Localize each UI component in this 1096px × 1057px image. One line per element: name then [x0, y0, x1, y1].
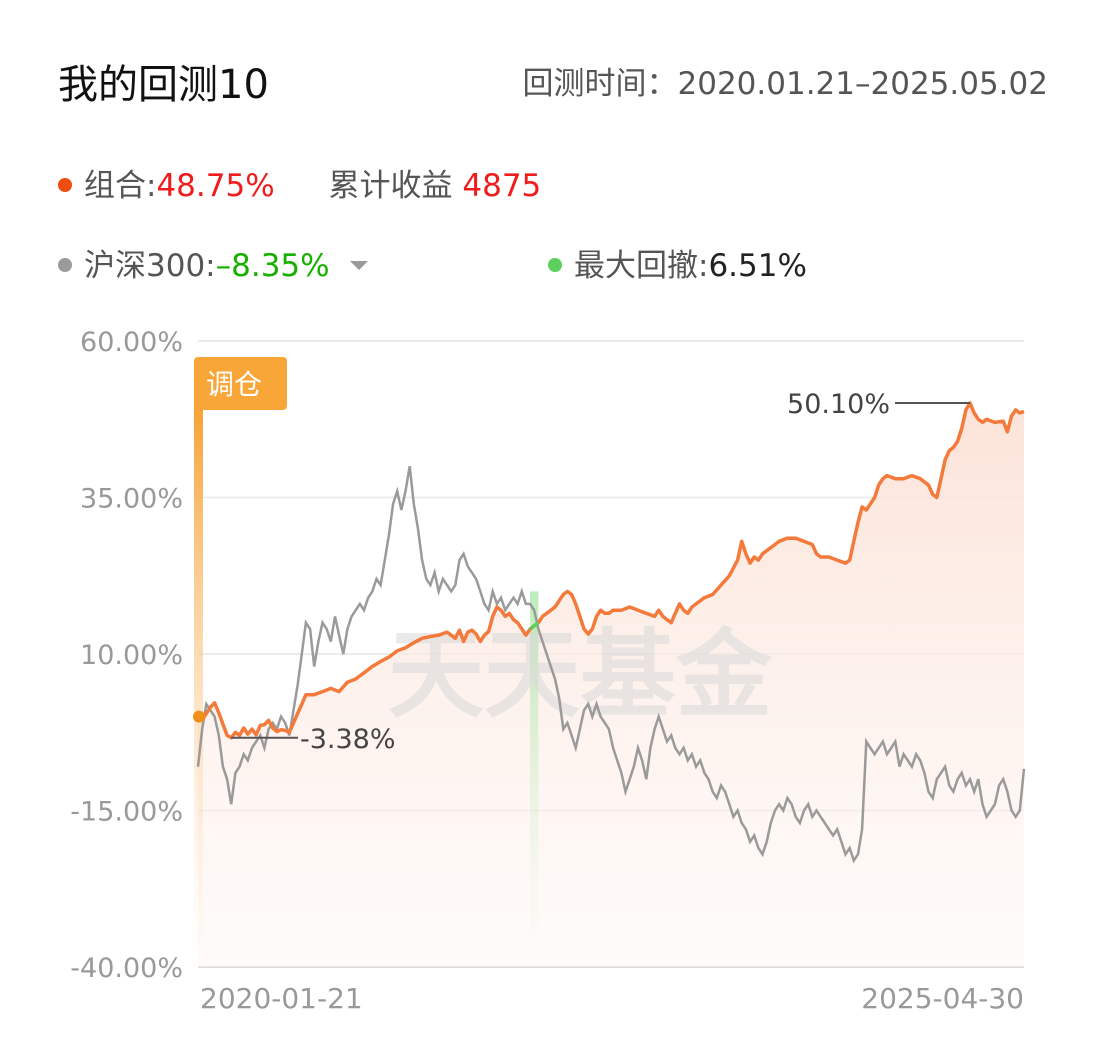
rebalance-tag[interactable]: 调仓: [194, 357, 287, 410]
y-tick-label: 35.00%: [80, 484, 183, 515]
chevron-down-icon[interactable]: [349, 261, 368, 270]
y-tick-label: -15.00%: [70, 797, 183, 828]
min-annotation: -3.38%: [300, 724, 396, 755]
portfolio-value: 48.75%: [156, 168, 275, 204]
benchmark-label: 沪深300:: [84, 248, 216, 284]
y-tick-label: -40.00%: [70, 953, 183, 984]
portfolio-line: [196, 401, 1025, 740]
x-start-label: 2020-01-21: [200, 982, 363, 1015]
period-value: 2020.01.21–2025.05.02: [677, 66, 1049, 102]
rebalance-marker-line: [194, 400, 203, 967]
rebalance-tag-label: 调仓: [206, 368, 262, 401]
benchmark-line: [196, 465, 1026, 864]
portfolio-dot-icon: [58, 177, 72, 192]
backtest-period: 回测时间：2020.01.21–2025.05.02: [523, 58, 1049, 103]
legend-row-benchmark: 沪深300:–8.35%: [58, 240, 368, 285]
legend-drawdown: 最大回撤:6.51%: [548, 240, 807, 285]
legend-row-portfolio: 组合:48.75% 累计收益 4875: [58, 160, 541, 205]
drawdown-dot-icon: [548, 257, 562, 272]
watermark: 天天基金: [388, 618, 773, 731]
x-end-label: 2025-04-30: [861, 982, 1024, 1015]
start-point: [193, 710, 205, 723]
drawdown-segment: [529, 621, 540, 631]
max-drawdown-band: [530, 591, 539, 967]
period-label: 回测时间：: [522, 66, 678, 102]
drawdown-value: 6.51%: [708, 248, 807, 284]
portfolio-label: 组合:: [84, 168, 157, 204]
y-tick-label: 60.00%: [80, 327, 183, 358]
drawdown-label: 最大回撤:: [574, 248, 709, 284]
benchmark-value: –8.35%: [215, 248, 330, 284]
cumulative-label: 累计收益: [328, 168, 453, 204]
portfolio-area: [198, 403, 1024, 967]
benchmark-dot-icon: [58, 257, 72, 272]
y-tick-label: 10.00%: [80, 640, 183, 671]
cumulative-value: 4875: [462, 168, 542, 204]
page-title: 我的回测10: [58, 62, 269, 108]
benchmark-selector[interactable]: 沪深300:–8.35%: [58, 248, 368, 284]
max-annotation: 50.10%: [787, 389, 890, 420]
